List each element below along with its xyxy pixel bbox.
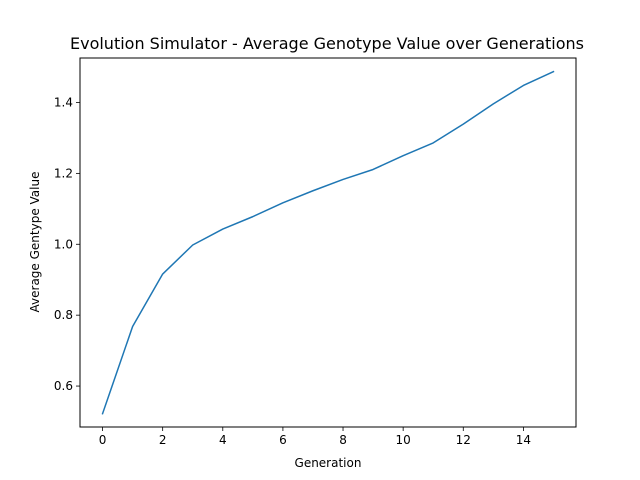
y-tick-label: 1.2	[54, 166, 73, 180]
series-line	[101, 70, 555, 415]
x-tick-label: 12	[456, 433, 471, 447]
plot-area	[101, 70, 555, 415]
x-axis-ticks: 0 2 4 6 8 10 12 14	[99, 427, 531, 447]
x-tick-label: 2	[159, 433, 167, 447]
y-tick-label: 0.6	[54, 379, 73, 393]
y-tick-label: 1.0	[54, 237, 73, 251]
x-tick-label: 14	[516, 433, 531, 447]
x-tick-label: 4	[219, 433, 227, 447]
x-axis-label: Generation	[295, 456, 362, 470]
y-axis-ticks: 0.6 0.8 1.0 1.2 1.4	[54, 95, 80, 393]
y-axis-label: Average Gentype Value	[28, 172, 42, 313]
x-tick-label: 8	[339, 433, 347, 447]
x-tick-label: 0	[99, 433, 107, 447]
x-tick-label: 10	[396, 433, 411, 447]
axes-frame	[79, 57, 577, 428]
y-tick-label: 0.8	[54, 308, 73, 322]
x-tick-label: 6	[279, 433, 287, 447]
chart-title: Evolution Simulator - Average Genotype V…	[70, 34, 584, 53]
y-tick-label: 1.4	[54, 95, 73, 109]
